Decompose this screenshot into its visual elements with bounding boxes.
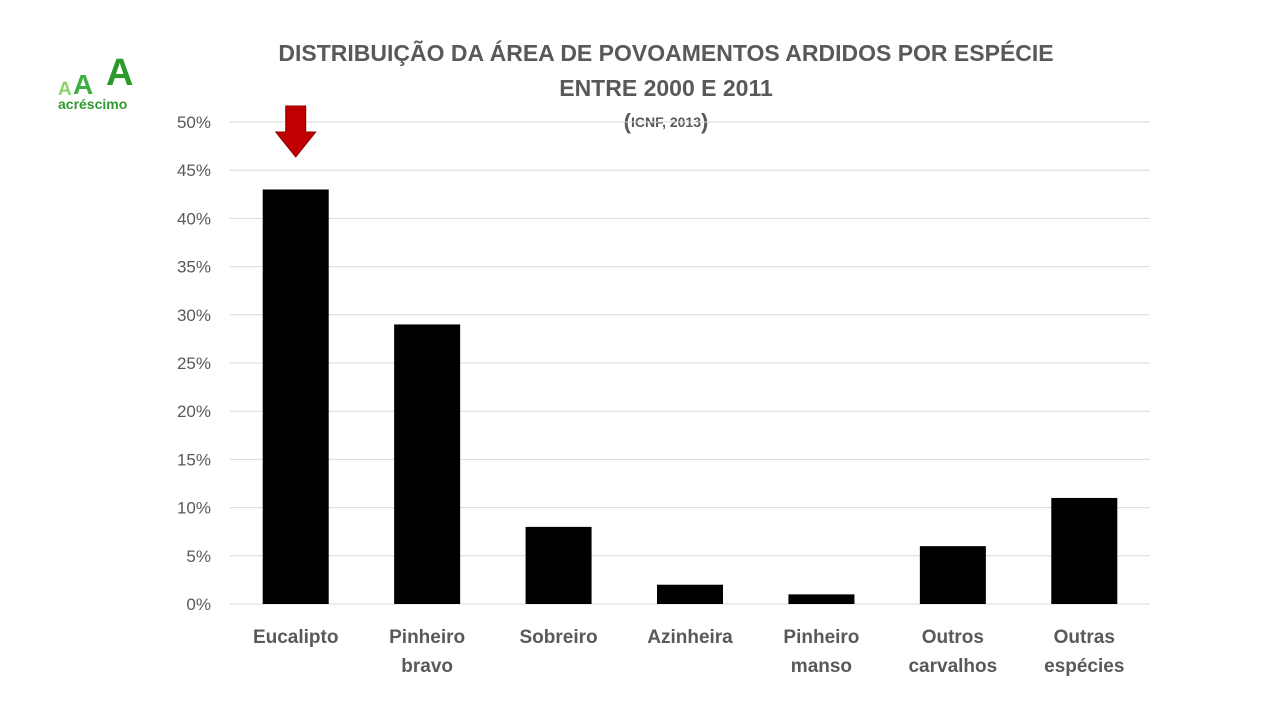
y-tick-label: 0%	[186, 595, 211, 614]
x-tick-label-line: Sobreiro	[520, 627, 598, 648]
y-tick-label: 25%	[177, 354, 211, 373]
x-tick-label: Outros carvalhos	[908, 627, 997, 677]
x-tick-label-line: manso	[791, 656, 852, 677]
y-tick-label: 40%	[177, 209, 211, 228]
x-tick-label-line: Pinheiro	[389, 627, 465, 648]
logo-letter-medium: A	[73, 69, 94, 100]
x-tick-label: Pinheiro manso	[783, 627, 859, 677]
bar	[657, 584, 723, 604]
y-tick-label: 20%	[177, 402, 211, 421]
logo-letter-large: A	[106, 52, 134, 94]
y-tick-label: 30%	[177, 306, 211, 325]
bar	[394, 324, 461, 604]
x-tick-label: Sobreiro	[520, 627, 598, 648]
brand-logo: A A A acréscimo	[56, 54, 146, 114]
logo-letter-small: A	[58, 79, 72, 100]
y-tick-label: 50%	[177, 113, 211, 132]
y-tick-label: 35%	[177, 258, 211, 277]
x-tick-label-line: bravo	[401, 656, 453, 677]
y-tick-label: 5%	[186, 547, 211, 566]
x-tick-label: Outras espécies	[1044, 627, 1124, 677]
chart-title-block: DISTRIBUIÇÃO DA ÁREA DE POVOAMENTOS ARDI…	[230, 36, 1102, 138]
x-tick-label-line: Outros	[922, 627, 984, 648]
chart-title-line2: ENTRE 2000 E 2011	[559, 75, 773, 101]
y-tick-label: 45%	[177, 161, 211, 180]
chart-title-line1: DISTRIBUIÇÃO DA ÁREA DE POVOAMENTOS ARDI…	[278, 40, 1054, 66]
x-tick-label: Eucalipto	[253, 627, 339, 648]
down-arrow-icon	[274, 105, 317, 158]
x-tick-label: Pinheiro bravo	[389, 627, 465, 677]
bar	[1051, 497, 1118, 604]
y-tick-label: 15%	[177, 450, 211, 469]
x-tick-label-line: Azinheira	[647, 627, 733, 648]
x-tick-label-line: espécies	[1044, 656, 1124, 677]
x-tick-label-line: carvalhos	[908, 656, 997, 677]
y-tick-label: 10%	[177, 499, 211, 518]
bar	[788, 594, 855, 604]
bar	[919, 546, 986, 604]
bar	[525, 526, 592, 604]
bar	[262, 189, 329, 605]
x-tick-label: Azinheira	[647, 627, 733, 648]
x-tick-label-line: Pinheiro	[783, 627, 859, 648]
x-tick-label-line: Outras	[1054, 627, 1115, 648]
x-tick-label-line: Eucalipto	[253, 627, 339, 648]
logo-wordmark: acréscimo	[58, 96, 128, 112]
